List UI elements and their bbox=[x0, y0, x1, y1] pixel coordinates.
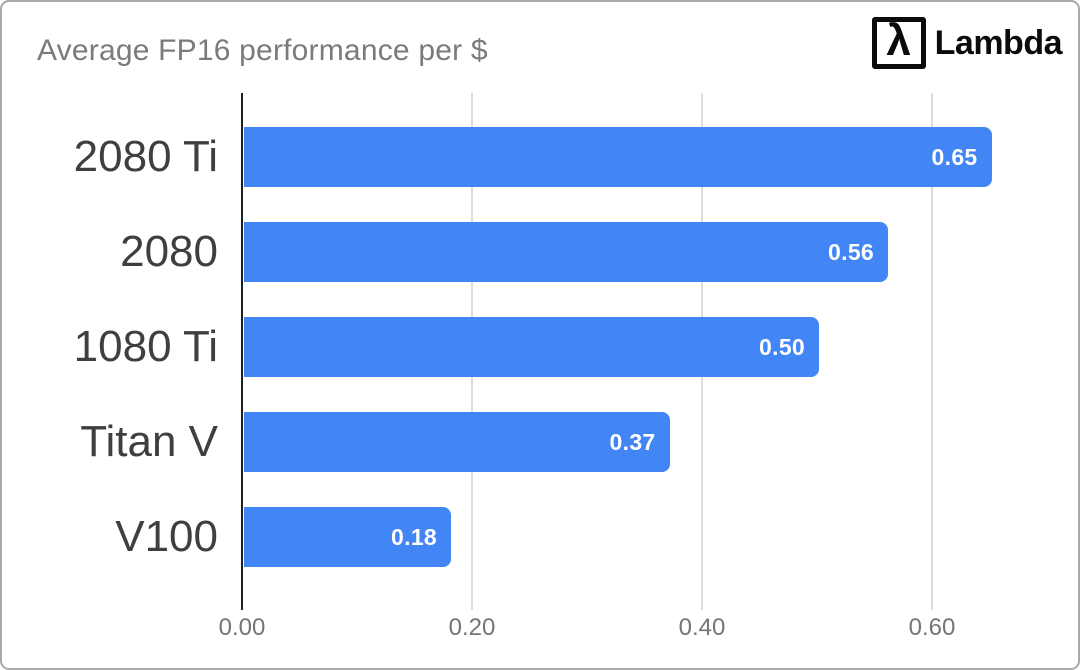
bar-titan-v: 0.37 bbox=[244, 412, 670, 472]
chart-title: Average FP16 performance per $ bbox=[37, 34, 488, 67]
gridline bbox=[931, 93, 933, 610]
lambda-logo: λ Lambda bbox=[871, 16, 1063, 69]
category-label: Titan V bbox=[80, 417, 218, 466]
category-label: 2080 Ti bbox=[73, 132, 218, 181]
bar-value-label: 0.56 bbox=[828, 238, 874, 265]
bar-2080: 0.56 bbox=[244, 222, 888, 282]
category-label: 1080 Ti bbox=[73, 322, 218, 371]
bar-value-label: 0.37 bbox=[609, 428, 656, 455]
plot-area: 0.65 0.56 0.50 0.37 0.18 bbox=[241, 93, 1047, 610]
bar-value-label: 0.50 bbox=[759, 333, 805, 360]
category-label: 2080 bbox=[120, 227, 218, 276]
bar-value-label: 0.18 bbox=[391, 523, 437, 550]
category-label: V100 bbox=[115, 512, 218, 561]
x-tick-label: 0.00 bbox=[218, 614, 266, 641]
lambda-logo-box: λ bbox=[871, 16, 926, 69]
bar-value-label: 0.65 bbox=[931, 143, 978, 170]
lambda-logo-text: Lambda bbox=[934, 23, 1063, 62]
lambda-icon: λ bbox=[886, 16, 911, 65]
x-tick-label: 0.60 bbox=[908, 614, 956, 641]
x-tick-label: 0.20 bbox=[448, 614, 496, 641]
bar-1080-ti: 0.50 bbox=[244, 317, 819, 377]
bar-v100: 0.18 bbox=[244, 507, 451, 567]
gridline bbox=[241, 93, 243, 610]
x-tick-label: 0.40 bbox=[678, 614, 726, 641]
bar-2080-ti: 0.65 bbox=[244, 127, 992, 187]
